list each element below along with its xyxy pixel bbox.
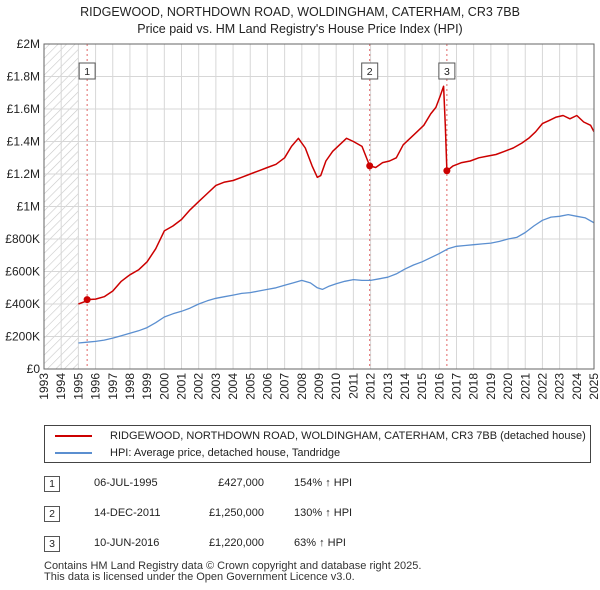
title-line-1: RIDGEWOOD, NORTHDOWN ROAD, WOLDINGHAM, C… [80, 5, 520, 19]
plot-border [43, 43, 595, 370]
x-tick-label: 1995 [71, 373, 85, 400]
sale-hpi-change: 63% ↑ HPI [294, 537, 346, 549]
sale-marker-label: 2 [367, 66, 373, 78]
property-series-line [78, 85, 594, 305]
y-tick-label: £2M [17, 37, 40, 51]
x-tick-label: 2002 [192, 373, 206, 400]
x-tick-label: 2011 [346, 373, 360, 399]
sale-date: 10-JUN-2016 [94, 537, 160, 549]
x-tick-label: 1996 [89, 373, 103, 400]
x-tick-label: 2024 [570, 373, 584, 400]
x-tick-label: 2012 [364, 373, 378, 400]
x-tick-label: 2005 [243, 373, 257, 400]
sale-number-badge: 2 [44, 506, 60, 522]
sale-row: 2 14-DEC-2011 £1,250,000 130% ↑ HPI [44, 506, 384, 524]
x-tick-label: 1994 [54, 373, 68, 400]
y-tick-label: £800K [5, 232, 40, 246]
legend-label-property: RIDGEWOOD, NORTHDOWN ROAD, WOLDINGHAM, C… [110, 430, 586, 442]
y-tick-label: £1.4M [7, 135, 40, 149]
sale-marker-labels: 1 2 3 [78, 62, 456, 80]
x-tick-label: 2007 [278, 373, 292, 400]
y-tick-label: £1.6M [7, 102, 40, 116]
footer-line-1: Contains HM Land Registry data © Crown c… [44, 560, 422, 572]
sale-point [443, 167, 451, 175]
sale-hpi-change: 154% ↑ HPI [294, 477, 353, 489]
x-tick-label: 2015 [415, 373, 429, 400]
x-tick-label: 1999 [140, 373, 154, 400]
footer-attribution: Contains HM Land Registry data © Crown c… [44, 561, 421, 583]
title-line-2: Price paid vs. HM Land Registry's House … [137, 22, 463, 36]
sale-marker-box [78, 62, 96, 80]
x-tick-label: 2021 [518, 373, 532, 400]
x-tick-label: 2018 [467, 373, 481, 400]
sale-points [83, 162, 451, 304]
x-tick-label: 2019 [484, 373, 498, 400]
x-tick-label: 2006 [260, 373, 274, 400]
sale-marker-box [438, 62, 456, 80]
sale-date: 14-DEC-2011 [94, 507, 161, 519]
x-tick-label: 1993 [37, 373, 51, 400]
x-tick-label: 2013 [381, 373, 395, 400]
gridlines [43, 43, 595, 370]
x-tick-label: 2000 [157, 373, 171, 400]
legend-label-hpi: HPI: Average price, detached house, Tand… [110, 447, 341, 459]
x-axis-tick-labels: 1993 1994 1995 1996 1997 1998 1999 2000 2001 2002… [37, 373, 600, 400]
x-tick-label: 2001 [175, 373, 189, 400]
sale-price: £1,250,000 [208, 507, 264, 519]
x-tick-label: 2020 [501, 373, 515, 400]
sale-price: £1,220,000 [208, 537, 264, 549]
x-tick-label: 2016 [432, 373, 446, 400]
chart-title: RIDGEWOOD, NORTHDOWN ROAD, WOLDINGHAM, C… [0, 4, 600, 38]
sale-point [366, 162, 374, 170]
sale-marker-box [361, 62, 379, 80]
x-tick-label: 2022 [535, 373, 549, 400]
legend-swatch-property [55, 435, 92, 437]
x-tick-label: 2003 [209, 373, 223, 400]
x-tick-label: 2017 [450, 373, 464, 400]
x-tick-label: 1997 [106, 373, 120, 400]
x-tick-label: 2009 [312, 373, 326, 400]
legend: RIDGEWOOD, NORTHDOWN ROAD, WOLDINGHAM, C… [44, 425, 591, 463]
x-tick-label: 1998 [123, 373, 137, 400]
sale-price: £427,000 [218, 477, 264, 489]
sale-point [83, 296, 91, 304]
sale-number-badge: 1 [44, 476, 60, 492]
y-tick-label: £600K [5, 265, 40, 279]
x-tick-label: 2014 [398, 373, 412, 400]
legend-swatch-hpi [55, 452, 92, 454]
y-tick-label: £400K [5, 297, 40, 311]
x-tick-label: 2025 [587, 373, 600, 400]
sale-number-badge: 3 [44, 536, 60, 552]
legend-item-hpi: HPI: Average price, detached house, Tand… [55, 445, 340, 461]
y-axis-tick-labels: £0 £200K £400K £600K £800K £1M £1.2M £1.4M £1.6M… [5, 37, 40, 376]
sale-date: 06-JUL-1995 [94, 477, 158, 489]
sale-marker-lines [86, 44, 448, 369]
y-tick-label: £200K [5, 330, 40, 344]
sale-row: 3 10-JUN-2016 £1,220,000 63% ↑ HPI [44, 536, 384, 554]
y-tick-label: £1M [17, 200, 40, 214]
x-tick-label: 2010 [329, 373, 343, 400]
sale-marker-label: 3 [444, 66, 450, 78]
y-tick-label: £0 [27, 362, 41, 376]
legend-item-property: RIDGEWOOD, NORTHDOWN ROAD, WOLDINGHAM, C… [55, 428, 586, 444]
hpi-series-line [78, 213, 594, 344]
sale-hpi-change: 130% ↑ HPI [294, 507, 353, 519]
footer-line-2: This data is licensed under the Open Gov… [44, 571, 355, 583]
x-tick-label: 2004 [226, 373, 240, 400]
y-tick-label: £1.8M [7, 70, 40, 84]
x-tick-label: 2008 [295, 373, 309, 400]
y-tick-label: £1.2M [7, 167, 40, 181]
sale-row: 1 06-JUL-1995 £427,000 154% ↑ HPI [44, 476, 384, 494]
sale-marker-label: 1 [84, 66, 90, 78]
x-tick-label: 2023 [553, 373, 567, 400]
